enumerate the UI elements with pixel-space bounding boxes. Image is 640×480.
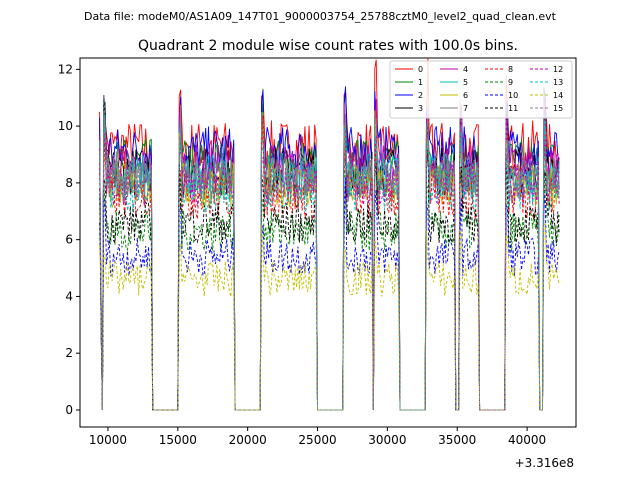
series-line-15	[99, 94, 560, 411]
series-line-4	[99, 95, 560, 411]
series-line-14	[99, 223, 560, 411]
series-line-2	[99, 86, 560, 411]
legend-label-4: 4	[463, 65, 468, 74]
y-tick-label: 0	[65, 403, 73, 417]
legend-label-10: 10	[508, 91, 518, 100]
y-tick-label: 6	[65, 233, 73, 247]
series-line-12	[99, 115, 560, 411]
legend-label-12: 12	[553, 65, 563, 74]
series-line-3	[99, 94, 560, 411]
y-tick-label: 8	[65, 176, 73, 190]
legend-label-15: 15	[553, 104, 563, 113]
legend-label-8: 8	[508, 65, 513, 74]
series-line-11	[99, 149, 560, 411]
y-axis: 0 2 4 6 8 10 12	[58, 62, 80, 417]
x-tick-label: 15000	[159, 433, 197, 447]
plot-lines	[99, 58, 560, 411]
legend-label-6: 6	[463, 91, 468, 100]
y-tick-label: 2	[65, 346, 73, 360]
x-offset-label: +3.316e8	[515, 456, 574, 470]
data-file-label: Data file: modeM0/AS1A09_147T01_90000037…	[84, 10, 557, 23]
y-tick-label: 12	[58, 62, 73, 76]
series-line-9	[99, 156, 560, 411]
series-line-10	[99, 177, 560, 411]
series-line-5	[99, 110, 560, 411]
legend-label-11: 11	[508, 104, 518, 113]
legend-label-9: 9	[508, 78, 513, 87]
legend-label-3: 3	[418, 104, 423, 113]
series-line-1	[99, 88, 560, 411]
x-tick-label: 40000	[508, 433, 546, 447]
x-tick-label: 35000	[438, 433, 476, 447]
series-line-7	[99, 104, 560, 411]
x-tick-label: 10000	[89, 433, 127, 447]
x-tick-label: 25000	[298, 433, 336, 447]
legend-label-13: 13	[553, 78, 563, 87]
series-line-8	[99, 115, 560, 411]
chart-title: Quadrant 2 module wise count rates with …	[138, 38, 518, 54]
legend-label-2: 2	[418, 91, 423, 100]
legend-box	[389, 60, 573, 119]
x-tick-label: 20000	[229, 433, 267, 447]
x-axis: 10000 15000 20000 25000 30000 35000 40000	[89, 427, 546, 447]
plot-area-frame	[79, 57, 577, 428]
legend-label-0: 0	[418, 65, 423, 74]
legend-label-14: 14	[553, 91, 563, 100]
series-line-6	[99, 110, 560, 411]
y-tick-label: 4	[65, 289, 73, 303]
y-tick-label: 10	[58, 119, 73, 133]
legend-label-1: 1	[418, 78, 423, 87]
legend-label-7: 7	[463, 104, 468, 113]
series-line-13	[99, 114, 560, 411]
x-tick-label: 30000	[368, 433, 406, 447]
legend-label-5: 5	[463, 78, 468, 87]
